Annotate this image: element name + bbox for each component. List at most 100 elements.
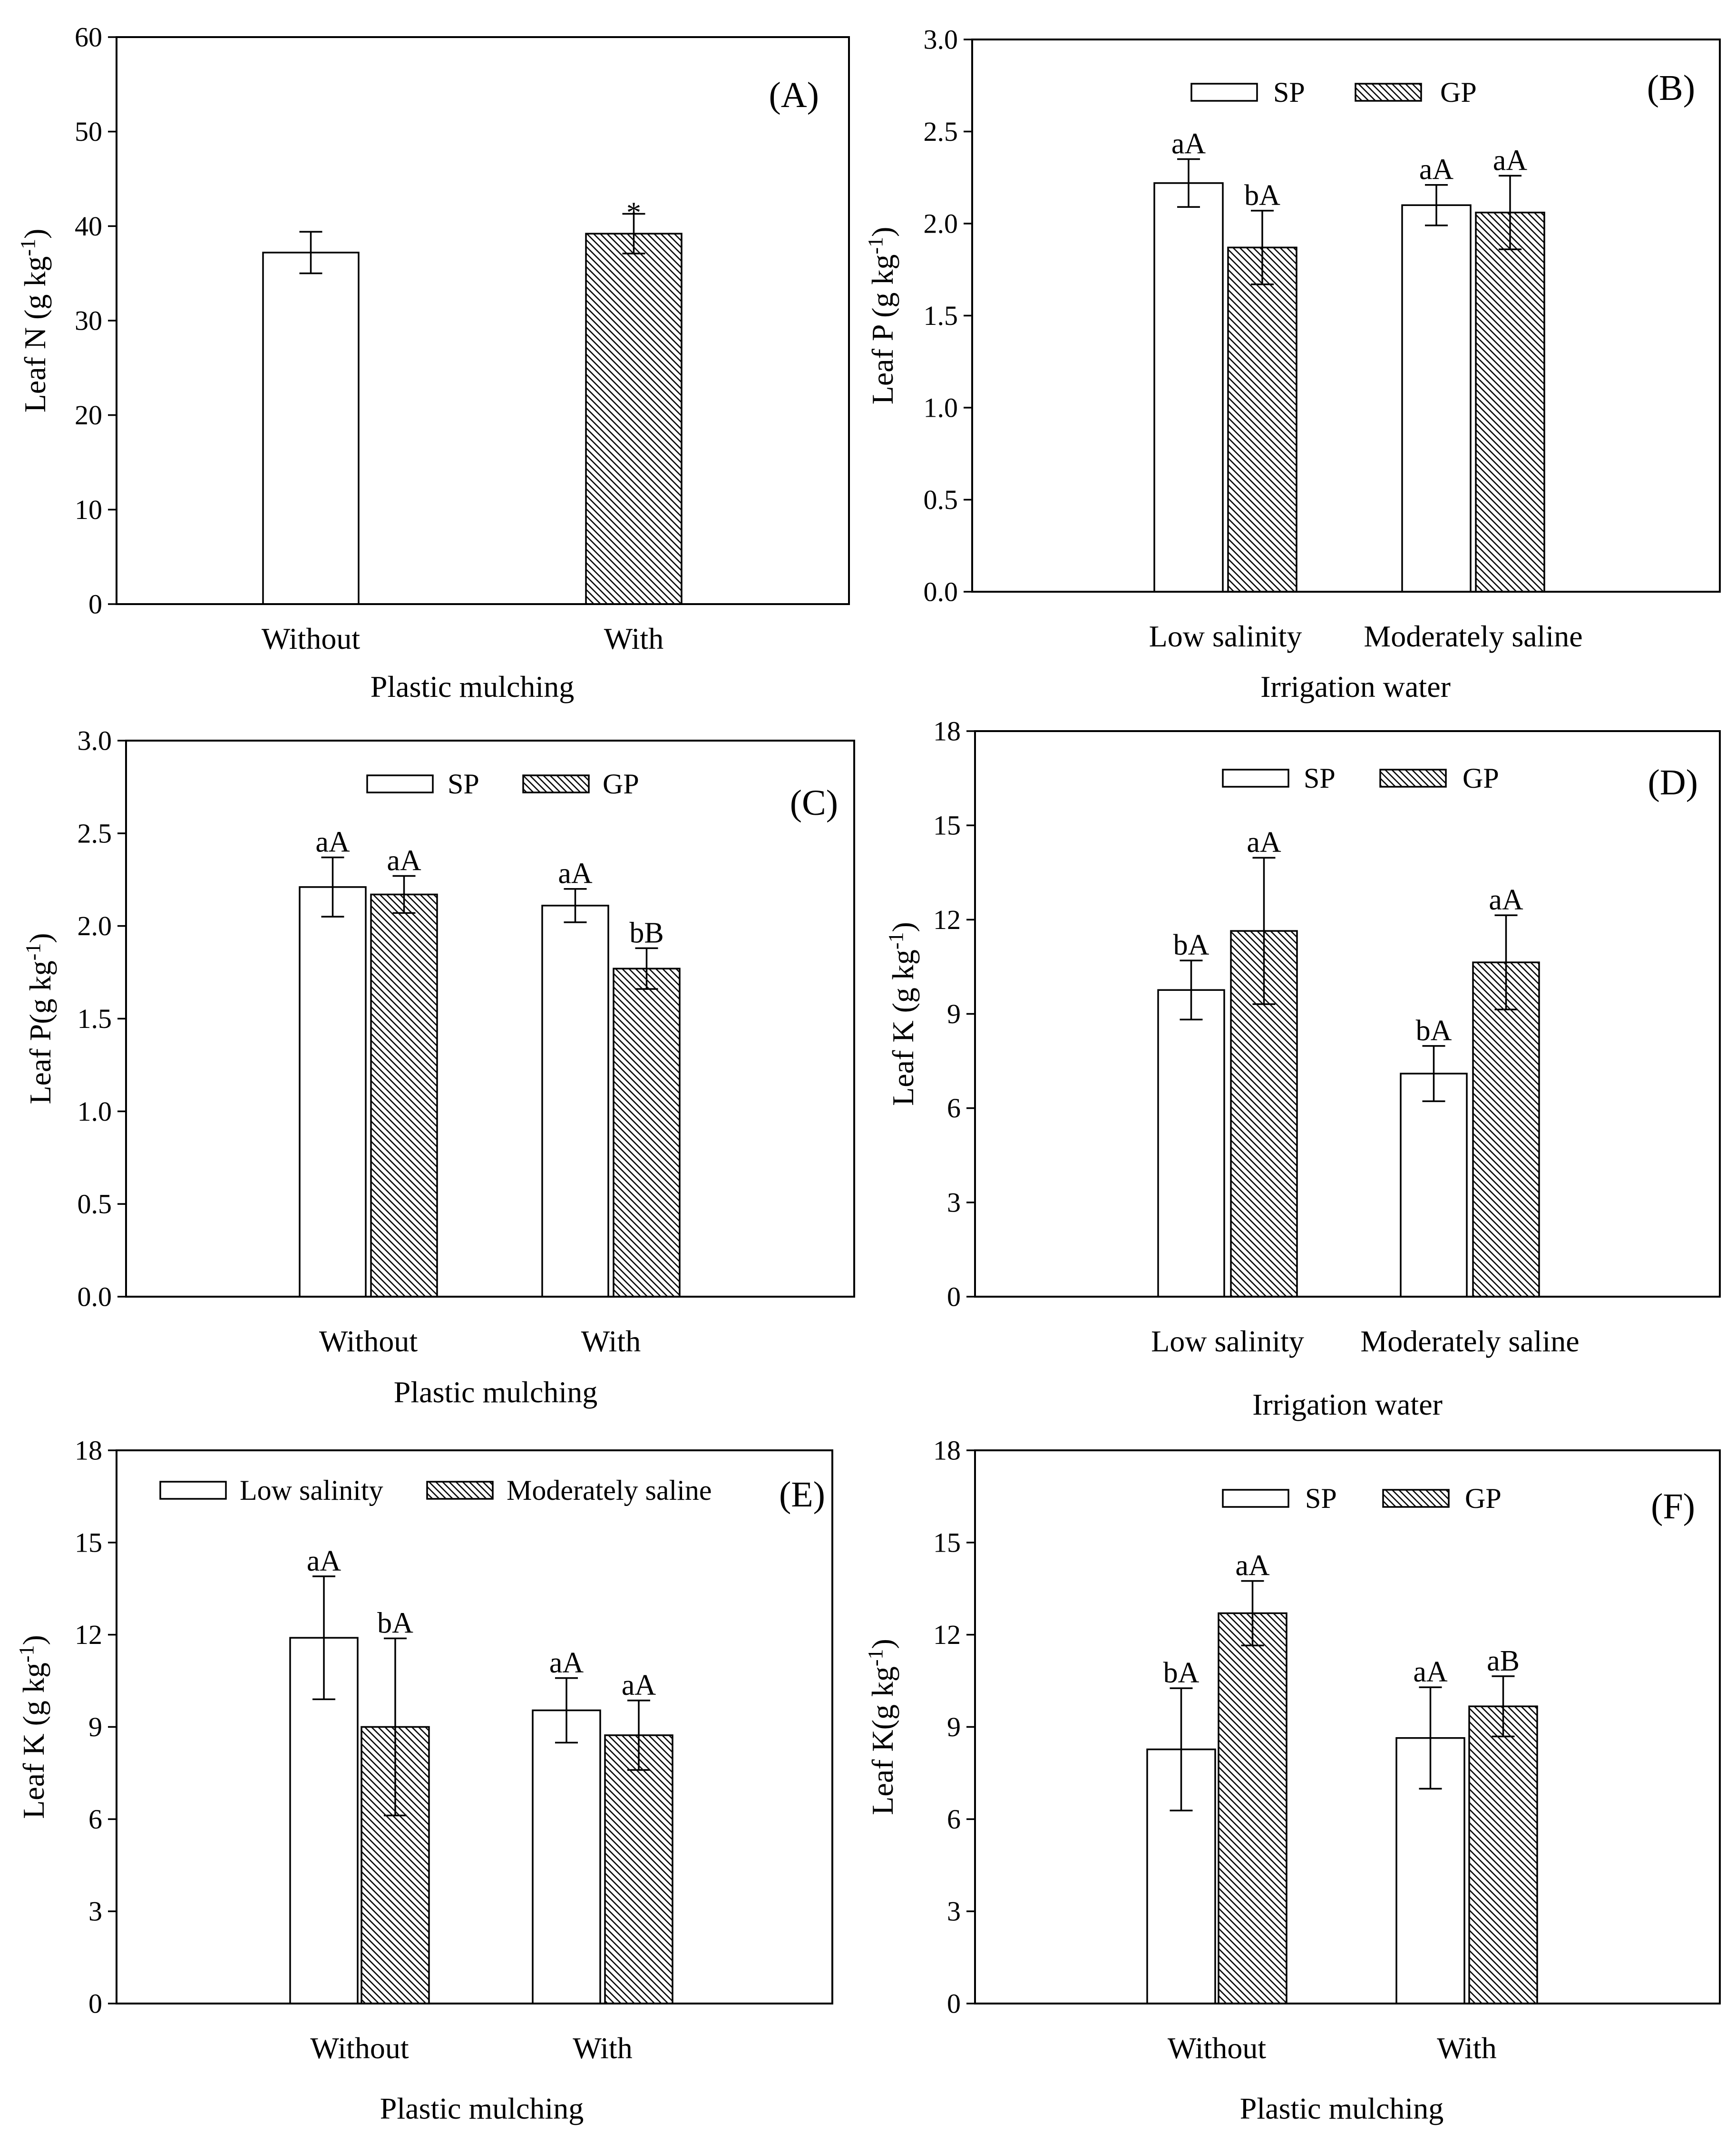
- error-bar-gp-low-salinity: [1252, 857, 1276, 1005]
- legend-swatch-sp: [1222, 769, 1289, 788]
- x-category-label: Without: [1168, 2031, 1266, 2065]
- bar-sp-moderately-saline: [1401, 204, 1472, 593]
- y-axis-title-text: Leaf K (g kg: [17, 1662, 50, 1819]
- y-axis-title-superscript: -1: [864, 237, 887, 254]
- legend-label-sp: SP: [1273, 77, 1305, 108]
- legend-label-moderately-saline: Moderately saline: [507, 1475, 712, 1506]
- y-axis-title: Leaf K (g kg-1): [884, 922, 920, 1106]
- y-axis-title-text: Leaf P(g kg: [23, 960, 57, 1104]
- y-axis-title-superscript: -1: [15, 1645, 38, 1662]
- y-tick-label: 20: [75, 400, 102, 430]
- significance-label: bA: [1416, 1015, 1452, 1047]
- y-tick-label: 50: [75, 116, 102, 147]
- legend-label-low-salinity: Low salinity: [240, 1475, 383, 1506]
- x-axis-title: Plastic mulching: [371, 670, 574, 704]
- y-tick-label: 0.0: [78, 1281, 112, 1312]
- y-axis-title-text: Leaf K (g kg: [886, 949, 920, 1106]
- y-tick-label: 3: [947, 1896, 961, 1927]
- bar-value-without: [262, 252, 360, 605]
- bar-sp-low-salinity: [1153, 182, 1224, 593]
- error-bar-sp-without: [321, 856, 344, 918]
- y-tick-label: 1.0: [924, 392, 958, 423]
- error-bar-sp-with: [1419, 1686, 1442, 1790]
- error-bar-gp-without: [1241, 1580, 1264, 1647]
- y-tick-label: 10: [75, 494, 102, 525]
- y-tick-label: 18: [933, 1435, 961, 1466]
- y-axis-title-superscript: -1: [21, 943, 45, 961]
- legend-label-sp: SP: [1304, 763, 1336, 794]
- y-tick-label: 6: [947, 1804, 961, 1835]
- significance-label: aA: [1171, 128, 1206, 160]
- legend-swatch-sp: [366, 774, 434, 793]
- significance-label: *: [626, 197, 641, 229]
- legend: SP GP: [1190, 77, 1477, 108]
- bar-gp-moderately-saline: [1475, 212, 1545, 593]
- y-axis-title-superscript: -1: [884, 932, 907, 949]
- significance-label: aA: [315, 826, 350, 858]
- y-axis-title-superscript: -1: [864, 1649, 887, 1666]
- panel-d: 0 3 6 9 12 15 18 bA bA aA aA Low salinity Moderately…: [884, 716, 1721, 1421]
- error-bar-value-without: [299, 231, 322, 274]
- y-tick-label: 6: [88, 1804, 102, 1835]
- x-category-label: Moderately saline: [1360, 1324, 1579, 1358]
- error-bar-moderately-saline-without: [384, 1637, 407, 1817]
- bar-gp-without: [1218, 1612, 1287, 2004]
- y-tick-label: 0.5: [924, 484, 958, 515]
- y-tick-label: 2.5: [924, 116, 958, 147]
- y-tick-label: 60: [75, 22, 102, 53]
- bar-gp-moderately-saline: [1472, 961, 1540, 1298]
- significance-label: aA: [387, 844, 421, 877]
- legend-swatch-gp: [1379, 769, 1447, 788]
- legend-swatch-gp: [522, 774, 590, 793]
- panel-label: (D): [1648, 763, 1698, 802]
- x-category-label: Without: [262, 622, 360, 655]
- y-tick-label: 1.5: [78, 1003, 112, 1034]
- plot-frame: [974, 1449, 1721, 2004]
- x-category-label: With: [581, 1324, 641, 1358]
- legend-swatch-gp: [1382, 1489, 1450, 1508]
- legend-label-gp: GP: [1463, 763, 1499, 794]
- legend: SP GP: [1222, 1483, 1502, 1514]
- panel-a: 0 10 20 30 40 50 60 * Without With Plastic mulchin…: [16, 22, 850, 704]
- legend-swatch-sp: [1222, 1489, 1289, 1508]
- error-bar-gp-without: [392, 875, 416, 914]
- significance-label: aA: [1489, 884, 1523, 916]
- legend-swatch-gp: [1355, 83, 1422, 102]
- y-axis-title: Leaf P(g kg-1): [21, 933, 57, 1104]
- bar-sp-with: [541, 905, 609, 1298]
- x-category-label: Without: [319, 1324, 418, 1358]
- x-category-label: Low salinity: [1149, 619, 1302, 653]
- error-bar-sp-with: [564, 888, 587, 923]
- bar-moderately-saline-with: [604, 1734, 673, 2004]
- significance-label: aB: [1487, 1645, 1520, 1677]
- y-axis-title-superscript: -1: [16, 239, 39, 256]
- y-tick-label: 15: [933, 1527, 961, 1558]
- error-bar-gp-moderately-saline: [1494, 914, 1518, 1011]
- y-axis-title: Leaf N (g kg-1): [16, 229, 52, 413]
- legend-label-sp: SP: [448, 768, 479, 800]
- bar-gp-without: [370, 893, 438, 1298]
- y-axis-title-end: ): [866, 1639, 899, 1649]
- error-bar-sp-moderately-saline: [1425, 184, 1448, 226]
- y-tick-label: 0: [947, 1988, 961, 2019]
- y-tick-label: 3.0: [924, 24, 958, 55]
- x-category-label: Without: [310, 2031, 409, 2065]
- plot-frame: [116, 1449, 833, 2004]
- y-tick-label: 12: [75, 1619, 102, 1650]
- significance-label: aA: [1493, 144, 1528, 176]
- significance-label: bB: [629, 917, 663, 949]
- y-tick-label: 9: [947, 998, 961, 1029]
- significance-label: bA: [1173, 929, 1209, 961]
- y-tick-label: 18: [933, 716, 961, 747]
- bar-sp-without: [299, 886, 367, 1298]
- y-tick-label: 2.0: [924, 208, 958, 239]
- y-axis-title: Leaf K(g kg-1): [864, 1639, 899, 1815]
- legend: SP GP: [1222, 763, 1499, 794]
- significance-label: aA: [549, 1647, 584, 1679]
- y-tick-label: 9: [947, 1711, 961, 1742]
- bar-sp-moderately-saline: [1400, 1073, 1468, 1298]
- legend-label-gp: GP: [603, 768, 639, 800]
- y-tick-label: 9: [88, 1711, 102, 1742]
- y-tick-label: 40: [75, 211, 102, 242]
- legend: SP GP: [366, 768, 639, 800]
